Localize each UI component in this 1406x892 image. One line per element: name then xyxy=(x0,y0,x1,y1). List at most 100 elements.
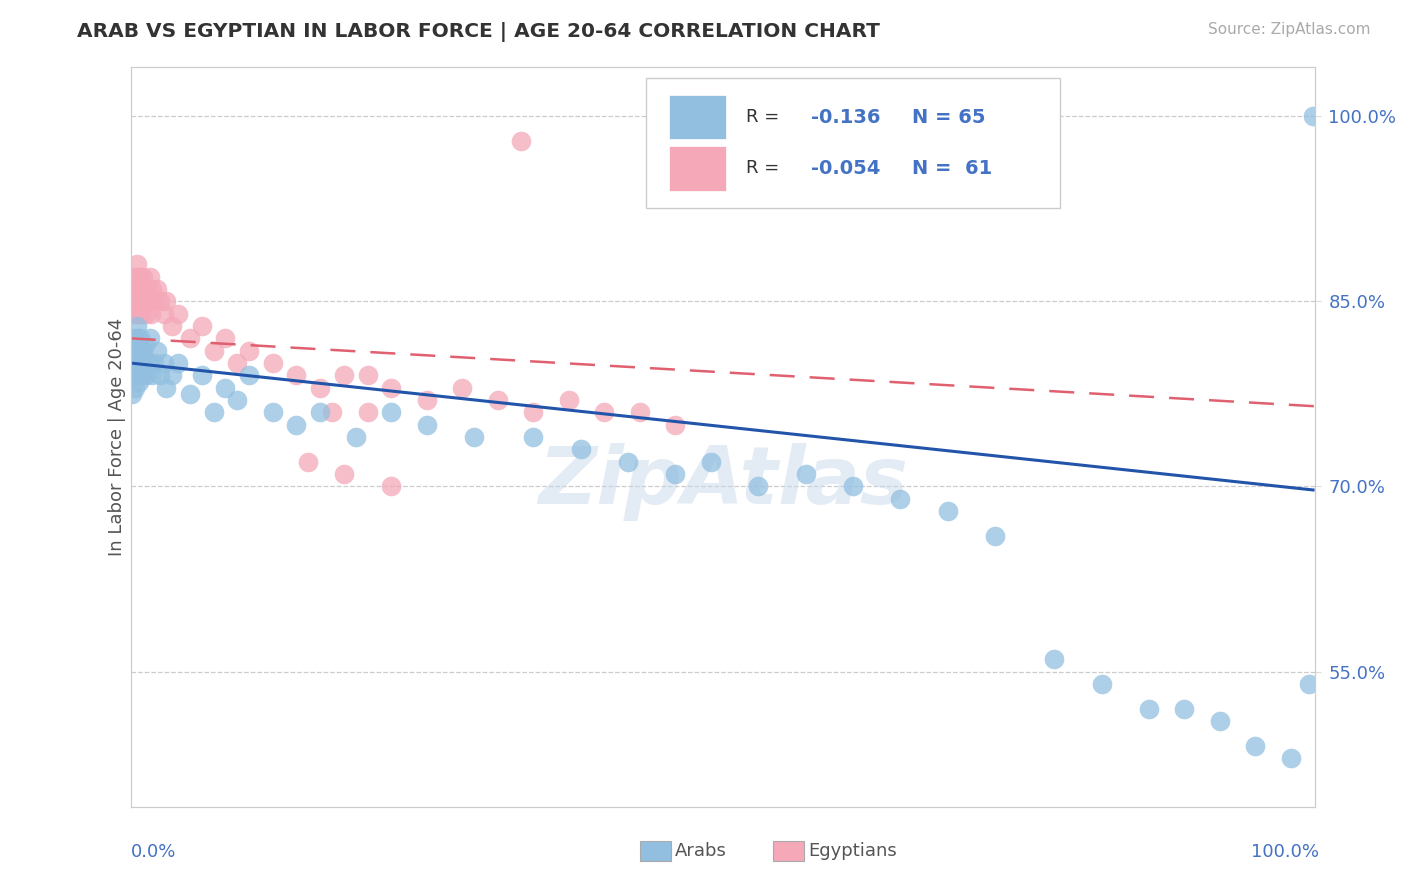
Point xyxy=(747,479,769,493)
Point xyxy=(1137,701,1160,715)
Point xyxy=(127,294,149,309)
Point xyxy=(664,467,686,482)
Point xyxy=(628,405,651,419)
Text: R =: R = xyxy=(747,160,786,178)
Point xyxy=(124,294,146,309)
Point xyxy=(127,269,149,284)
Point xyxy=(380,381,402,395)
Point xyxy=(139,307,162,321)
Point xyxy=(1209,714,1232,728)
Point xyxy=(214,381,236,395)
Point xyxy=(128,307,150,321)
Point xyxy=(141,368,163,383)
Point xyxy=(132,294,155,309)
Point xyxy=(842,479,865,493)
Point xyxy=(136,282,159,296)
Point xyxy=(463,430,485,444)
Bar xyxy=(669,95,727,139)
Point xyxy=(1173,701,1195,715)
Point xyxy=(129,269,152,284)
Point xyxy=(132,356,155,370)
Point xyxy=(124,282,146,296)
Point xyxy=(889,491,911,506)
Point xyxy=(380,405,402,419)
Text: N = 65: N = 65 xyxy=(912,108,986,127)
Text: Egyptians: Egyptians xyxy=(808,842,897,860)
Point xyxy=(129,294,152,309)
Point xyxy=(191,368,214,383)
Point xyxy=(238,368,260,383)
Text: 0.0%: 0.0% xyxy=(131,843,176,861)
Point xyxy=(135,307,157,321)
Point xyxy=(344,430,367,444)
Point xyxy=(160,368,183,383)
Point xyxy=(167,356,190,370)
Point xyxy=(179,387,201,401)
Point xyxy=(1244,739,1267,753)
Point xyxy=(141,282,163,296)
Point xyxy=(486,393,509,408)
Point xyxy=(593,405,616,419)
Point xyxy=(416,393,439,408)
Point xyxy=(416,417,439,432)
Point xyxy=(179,331,201,345)
Point xyxy=(129,331,152,345)
Point xyxy=(125,307,148,321)
Point xyxy=(124,307,146,321)
Point xyxy=(121,307,143,321)
Point xyxy=(149,294,172,309)
Point xyxy=(122,356,145,370)
Point xyxy=(522,405,544,419)
Point xyxy=(128,282,150,296)
Point xyxy=(333,467,356,482)
Point xyxy=(321,405,343,419)
Text: ARAB VS EGYPTIAN IN LABOR FORCE | AGE 20-64 CORRELATION CHART: ARAB VS EGYPTIAN IN LABOR FORCE | AGE 20… xyxy=(77,22,880,42)
Point xyxy=(155,294,177,309)
Point xyxy=(1090,677,1112,691)
Point xyxy=(510,134,533,148)
Point xyxy=(131,343,153,358)
Point xyxy=(794,467,817,482)
Point xyxy=(700,455,723,469)
Point xyxy=(202,405,225,419)
Point xyxy=(558,393,581,408)
Point xyxy=(124,368,146,383)
Point xyxy=(134,282,156,296)
Point xyxy=(522,430,544,444)
Point xyxy=(131,294,153,309)
Point xyxy=(167,307,190,321)
Point xyxy=(124,269,146,284)
Text: Source: ZipAtlas.com: Source: ZipAtlas.com xyxy=(1208,22,1371,37)
Point xyxy=(122,282,145,296)
Text: ZipAtlas: ZipAtlas xyxy=(537,442,908,521)
Point xyxy=(333,368,356,383)
Point xyxy=(134,337,156,351)
Point xyxy=(191,319,214,334)
Text: 100.0%: 100.0% xyxy=(1251,843,1319,861)
Point xyxy=(1043,652,1066,666)
Point xyxy=(131,282,153,296)
Point xyxy=(127,356,149,370)
Point xyxy=(124,381,146,395)
Point xyxy=(285,417,308,432)
Point xyxy=(160,319,183,334)
Point xyxy=(131,269,153,284)
Point xyxy=(131,307,153,321)
Point xyxy=(124,356,146,370)
Point xyxy=(125,368,148,383)
Point xyxy=(143,356,166,370)
Point xyxy=(146,343,169,358)
Point xyxy=(262,356,284,370)
Point xyxy=(226,393,249,408)
Point xyxy=(380,479,402,493)
Point xyxy=(155,381,177,395)
Point xyxy=(569,442,592,457)
Point xyxy=(936,504,959,518)
Text: R =: R = xyxy=(747,108,786,127)
Point xyxy=(214,331,236,345)
Point xyxy=(617,455,640,469)
Point xyxy=(984,529,1007,543)
Text: N =  61: N = 61 xyxy=(912,159,993,178)
Point xyxy=(125,343,148,358)
Point xyxy=(153,307,176,321)
